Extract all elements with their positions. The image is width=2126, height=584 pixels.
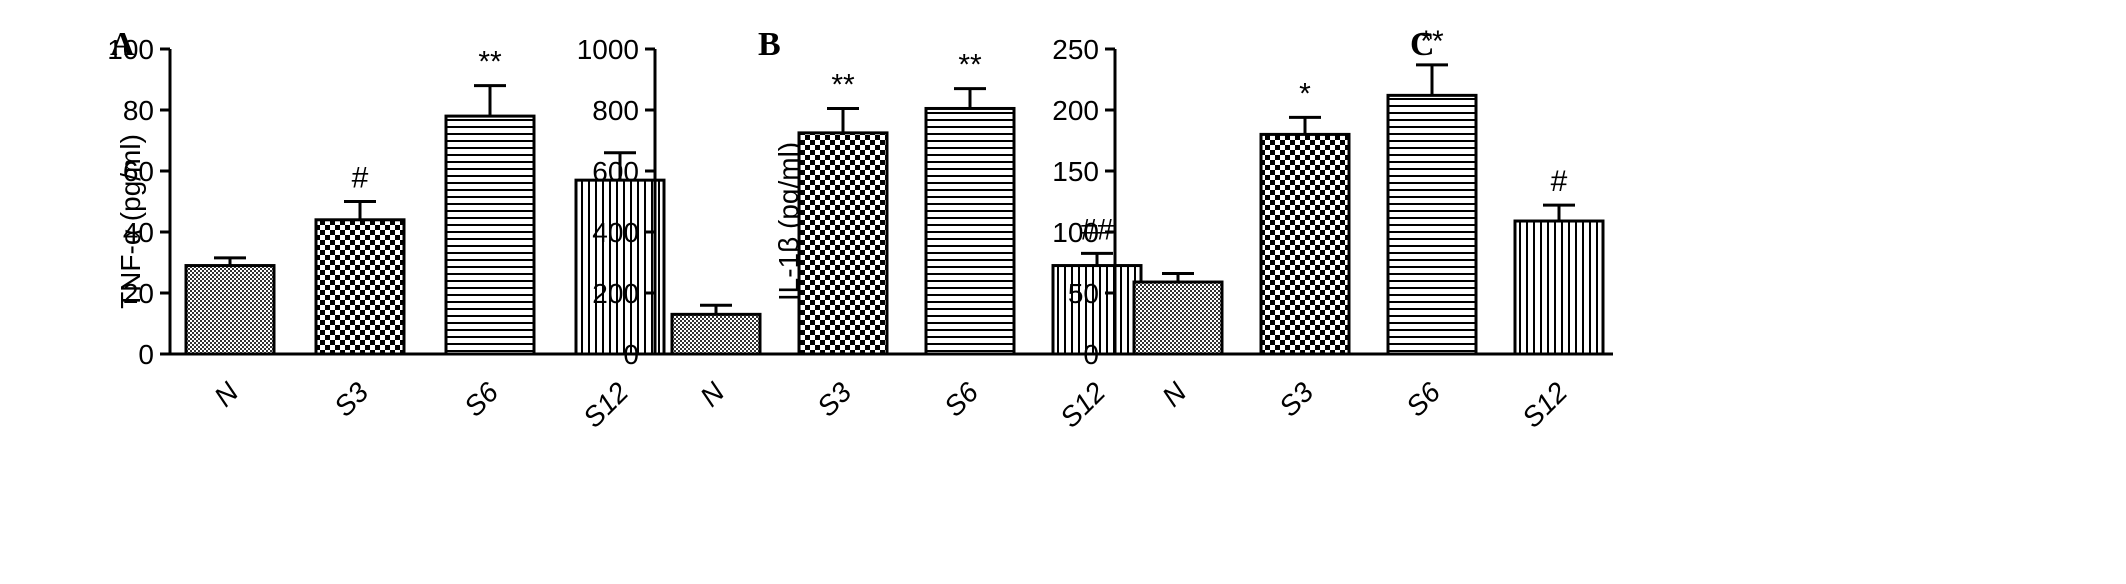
significance-mark: ** [958, 49, 982, 82]
bar [1132, 280, 1224, 356]
bar [444, 114, 536, 356]
panel-C: C050100150200250IL-8 (pg/ml)N*S3**S6#S12 [1052, 25, 1613, 433]
bar [1386, 93, 1478, 356]
y-tick-label: 80 [123, 95, 154, 126]
y-tick-label: 200 [1052, 95, 1099, 126]
bar [184, 264, 276, 356]
significance-mark: ** [1420, 25, 1444, 58]
bar [797, 131, 889, 356]
significance-mark: ** [478, 46, 502, 79]
x-tick-label: N [694, 376, 731, 413]
bar [574, 178, 666, 356]
y-tick-label: 100 [1052, 217, 1099, 248]
x-tick-label: S12 [577, 376, 634, 433]
x-tick-label: S6 [458, 376, 504, 422]
y-tick-label: 400 [592, 217, 639, 248]
panel-letter: A [110, 26, 135, 63]
panel-letter: B [758, 26, 781, 63]
y-tick-label: 250 [1052, 34, 1099, 65]
x-tick-label: S3 [811, 376, 857, 422]
y-tick-label: 20 [123, 278, 154, 309]
bar [314, 218, 406, 356]
bar [1259, 132, 1351, 356]
significance-mark: # [1551, 165, 1568, 198]
bar [924, 106, 1016, 356]
y-tick-label: 800 [592, 95, 639, 126]
y-tick-label: 200 [592, 278, 639, 309]
y-tick-label: 60 [123, 156, 154, 187]
x-tick-label: S6 [1400, 376, 1446, 422]
bar [1051, 264, 1143, 356]
y-tick-label: 50 [1068, 278, 1099, 309]
x-tick-label: N [1156, 376, 1193, 413]
bar [1513, 219, 1605, 356]
y-tick-label: 150 [1052, 156, 1099, 187]
y-tick-label: 1000 [577, 34, 639, 65]
panel-A: A 0 20 40 60 80 100 TNF-α (pg/ml) N # S3 ** S6 S12 [107, 26, 674, 433]
x-tick-label: S6 [938, 376, 984, 422]
bar [670, 312, 762, 356]
y-tick-label: 0 [1083, 339, 1099, 370]
significance-mark: ## [1080, 213, 1114, 246]
significance-mark: * [1299, 77, 1311, 110]
y-tick-label: 600 [592, 156, 639, 187]
y-tick-label: 40 [123, 217, 154, 248]
x-tick-label: S12 [1054, 376, 1111, 433]
x-tick-label: S3 [328, 376, 374, 422]
y-tick-label: 0 [138, 339, 154, 370]
panel-letter: C [1410, 26, 1435, 63]
x-tick-label: N [208, 376, 245, 413]
significance-mark: ** [831, 68, 855, 101]
significance-mark: # [352, 162, 369, 195]
x-tick-label: S3 [1273, 376, 1319, 422]
y-axis-title: TNF-α (pg/ml) [115, 134, 146, 309]
y-tick-label: 100 [107, 34, 154, 65]
y-tick-label: 0 [623, 339, 639, 370]
x-tick-label: S12 [1516, 376, 1573, 433]
